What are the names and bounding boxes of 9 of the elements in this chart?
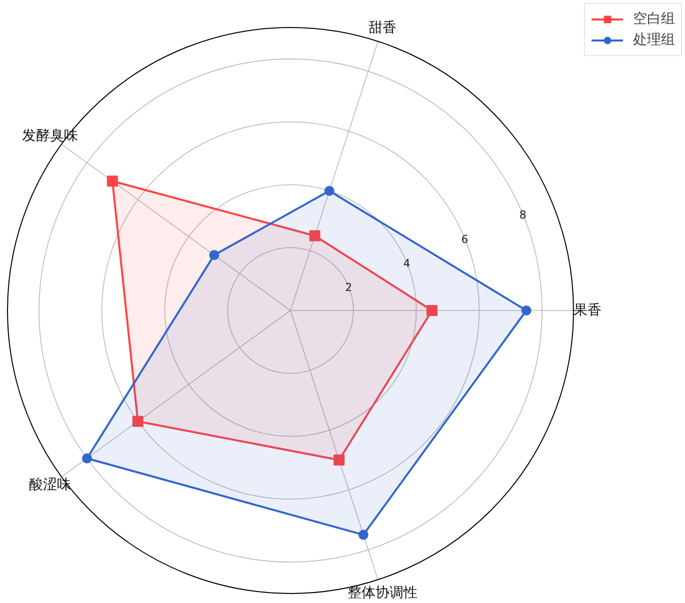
y-tick-label: 2	[345, 280, 352, 294]
y-tick-label: 6	[461, 232, 468, 246]
spoke-label: 整体协调性	[347, 584, 418, 601]
legend-label: 空白组	[633, 10, 675, 28]
y-tick-label: 4	[403, 256, 410, 270]
spoke-label: 果香	[574, 302, 602, 318]
y-tick-label: 8	[519, 208, 526, 222]
legend-label: 处理组	[633, 31, 675, 49]
spoke-label: 甜香	[368, 20, 396, 36]
